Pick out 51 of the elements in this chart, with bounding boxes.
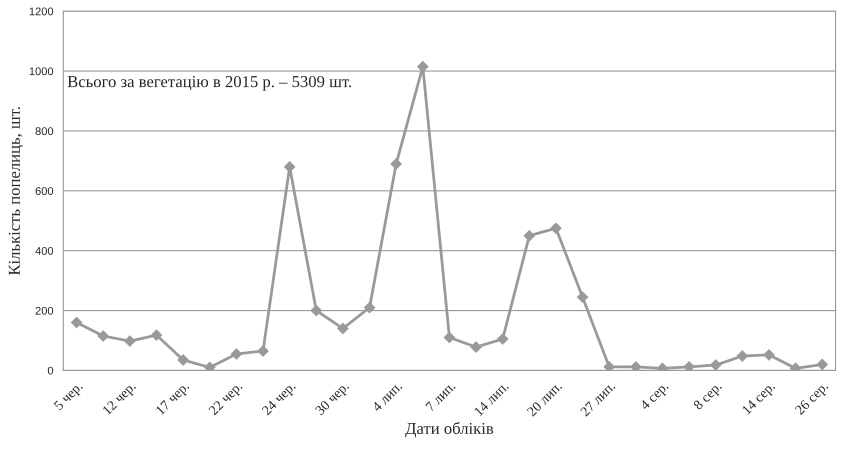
- point: [310, 304, 322, 316]
- point: [390, 158, 402, 170]
- x-tick-label: 14 лип.: [474, 381, 509, 416]
- y-tick-label: 200: [36, 306, 54, 315]
- point: [98, 330, 109, 342]
- y-tick-label: 600: [36, 187, 54, 195]
- point: [630, 361, 642, 370]
- x-tick-label: 24 чер.: [261, 381, 298, 418]
- point: [124, 335, 136, 347]
- point: [230, 348, 242, 360]
- x-tick-label: 26 сер.: [794, 381, 831, 418]
- point: [444, 332, 456, 344]
- x-tick-label: 7 лип.: [425, 381, 456, 412]
- y-tick-label: 800: [36, 127, 54, 136]
- y-tick-label: 400: [35, 246, 54, 255]
- point: [470, 341, 482, 353]
- x-tick-label: 5 чер.: [54, 381, 85, 413]
- point: [683, 361, 695, 370]
- point: [604, 361, 615, 370]
- x-tick-label: 30 чер.: [314, 381, 352, 418]
- y-axis-title: Кількість попелиць, шт.: [8, 107, 23, 276]
- point: [497, 333, 508, 345]
- x-axis-title: Дати обліків: [405, 422, 494, 438]
- x-tick-label: 17 чер.: [155, 381, 192, 418]
- point: [150, 330, 162, 341]
- x-tick-label: 8 сер.: [692, 381, 724, 412]
- point: [204, 362, 216, 370]
- y-tick-label: 1000: [30, 67, 54, 76]
- point: [524, 230, 535, 242]
- x-tick-label: 14 сер.: [742, 381, 778, 417]
- x-tick-label: 20 лип.: [526, 381, 562, 417]
- point: [178, 354, 189, 366]
- x-tick-label: 22 чер.: [208, 381, 245, 418]
- point: [284, 161, 296, 172]
- x-tick-label: 27 лип.: [580, 381, 616, 417]
- point: [576, 291, 588, 303]
- point: [763, 349, 775, 360]
- point: [736, 350, 748, 362]
- x-tick-label: 4 лип.: [371, 381, 402, 412]
- point: [257, 345, 269, 357]
- point: [364, 302, 376, 314]
- point: [550, 222, 562, 234]
- point: [710, 359, 722, 370]
- point: [71, 316, 82, 328]
- point: [816, 358, 828, 370]
- point: [337, 322, 349, 334]
- y-tick-label: 0: [48, 366, 54, 375]
- annotation: Всього за вегетацію в 2015 р. – 5309 шт.: [68, 76, 352, 91]
- y-tick-label: 1200: [30, 7, 54, 16]
- x-tick-label: 12 чер.: [102, 381, 138, 418]
- x-tick-label: 4 сер.: [639, 381, 671, 412]
